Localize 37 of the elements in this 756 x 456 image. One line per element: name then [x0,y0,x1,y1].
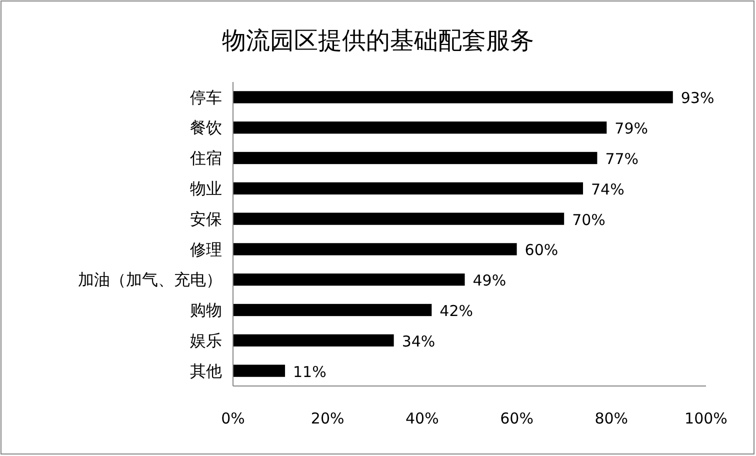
y-tick-label: 物业 [190,179,222,198]
x-tick-label: 60% [500,409,534,428]
x-tick-label: 20% [310,409,344,428]
y-tick-label: 其他 [190,361,222,380]
data-label: 42% [440,302,474,320]
y-tick-label: 停车 [190,88,222,107]
bar [233,91,673,104]
data-label: 74% [591,180,624,198]
chart-title: 物流园区提供的基础配套服务 [222,26,534,54]
bar [233,182,584,194]
x-tick-label: 0% [221,409,245,428]
x-tick-label: 100% [684,409,728,428]
y-tick-label: 修理 [190,240,222,259]
y-tick-label: 加油（加气、充电） [78,270,222,290]
bar [233,152,598,164]
y-tick-label: 安保 [190,209,222,228]
y-tick-label: 住宿 [189,148,222,168]
data-label: 93% [680,89,714,108]
y-tick-label: 购物 [190,300,222,320]
data-label: 34% [402,332,436,350]
data-label: 11% [293,362,326,381]
bar [233,243,517,256]
data-label: 79% [614,120,648,138]
x-tick-label: 40% [406,409,439,428]
y-tick-label: 餐饮 [190,118,222,138]
bar [233,304,432,316]
bar [233,274,465,286]
x-tick-label: 80% [594,409,628,428]
bar [233,334,394,346]
bar [233,212,564,225]
data-label: 70% [572,210,606,229]
data-label: 60% [524,241,558,260]
data-label: 49% [472,272,506,290]
bar [233,364,286,377]
y-tick-label: 娱乐 [190,331,222,350]
bar [233,122,607,134]
data-label: 77% [605,150,639,168]
